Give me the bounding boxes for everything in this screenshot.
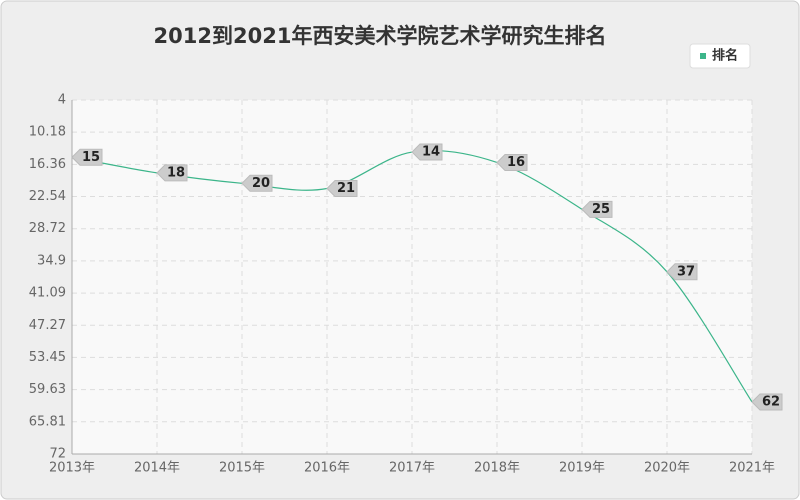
data-label-box <box>581 200 613 218</box>
chart-title: 2012到2021年西安美术学院艺术学研究生排名 <box>154 24 607 48</box>
x-tick-label: 2013年 <box>49 461 95 476</box>
y-tick-label: 4 <box>58 93 66 108</box>
data-label: 21 <box>337 181 355 196</box>
legend-box <box>689 43 751 69</box>
x-tick-label: 2015年 <box>219 461 265 476</box>
data-label-box <box>666 263 698 281</box>
data-label-group: 21 <box>326 180 358 197</box>
data-label: 14 <box>422 145 440 160</box>
x-tick-label: 2016年 <box>304 461 350 476</box>
data-label-box <box>496 153 528 171</box>
y-tick-label: 41.09 <box>29 286 66 301</box>
x-tick-label: 2019年 <box>559 461 605 476</box>
data-label: 18 <box>167 165 185 180</box>
y-tick-label: 10.18 <box>29 125 66 140</box>
data-label-group: 20 <box>241 174 273 192</box>
x-tick-label: 2021年 <box>729 461 775 476</box>
legend: 排名 <box>689 43 751 69</box>
data-label-box <box>156 164 188 182</box>
y-tick-label: 34.9 <box>37 253 66 268</box>
x-tick-label: 2018年 <box>474 461 520 476</box>
data-label-group: 15 <box>71 148 103 166</box>
data-label-group: 25 <box>581 200 613 218</box>
data-label-box <box>71 148 103 166</box>
data-label-group: 14 <box>411 143 443 161</box>
data-label: 62 <box>762 394 780 409</box>
x-tick-label: 2014年 <box>134 461 180 476</box>
y-tick-label: 28.72 <box>29 221 66 236</box>
data-label: 15 <box>82 150 100 165</box>
data-label-group: 62 <box>751 393 783 411</box>
y-tick-label: 72 <box>49 447 66 462</box>
y-tick-label: 53.45 <box>29 350 66 365</box>
y-tick-label: 65.81 <box>29 414 66 429</box>
legend-swatch <box>700 53 706 59</box>
data-label-group: 18 <box>156 164 188 182</box>
data-label: 16 <box>507 155 525 170</box>
y-tick-label: 47.27 <box>29 318 66 333</box>
x-tick-label: 2020年 <box>644 461 690 476</box>
y-tick-label: 22.54 <box>29 189 66 204</box>
legend-label: 排名 <box>712 48 738 64</box>
x-tick-label: 2017年 <box>389 461 435 476</box>
data-label-box <box>241 174 273 192</box>
data-label-box <box>751 393 783 411</box>
data-label-box <box>411 143 443 161</box>
y-tick-label: 59.63 <box>29 382 66 397</box>
data-label-box <box>326 180 358 197</box>
y-tick-label: 16.36 <box>29 157 66 172</box>
data-label-group: 37 <box>666 263 698 281</box>
data-label: 20 <box>252 176 270 191</box>
data-label-group: 16 <box>496 153 528 171</box>
data-label: 25 <box>592 202 610 217</box>
data-label: 37 <box>677 264 695 279</box>
